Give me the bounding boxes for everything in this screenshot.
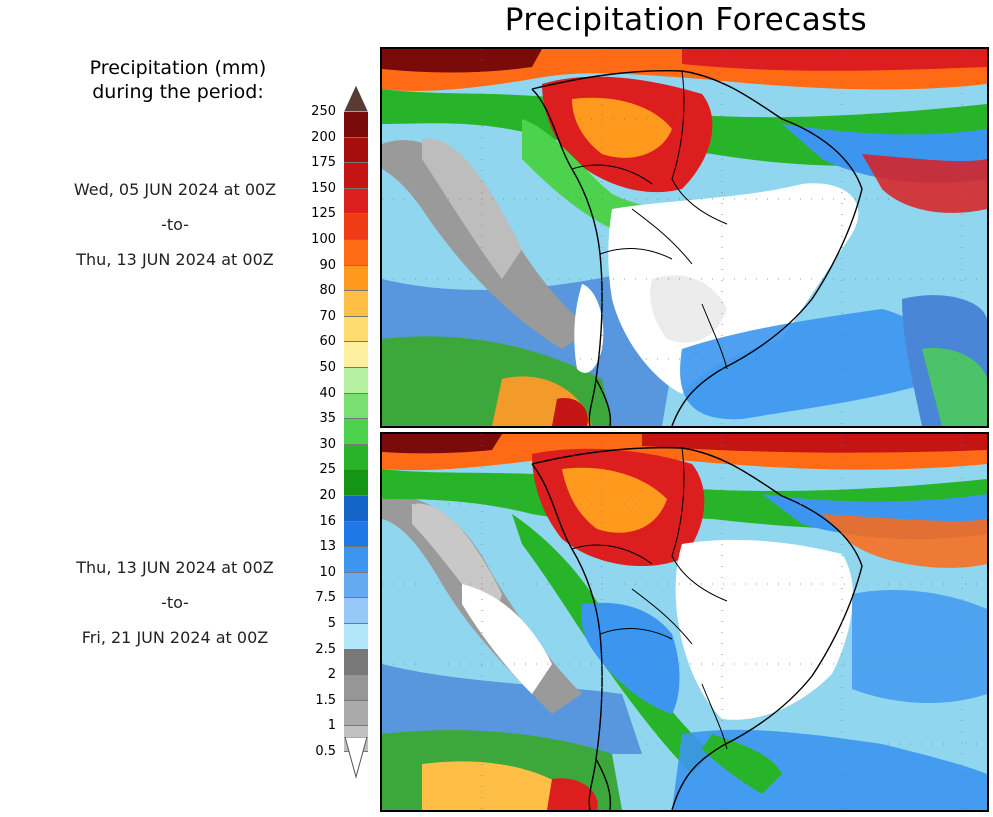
period-2-label: Thu, 13 JUN 2024 at 00Z -to- Fri, 21 JUN… <box>30 550 320 655</box>
colorbar-tick-label: 50 <box>319 360 336 375</box>
colorbar-tick-label: 2 <box>327 667 336 683</box>
colorbar-swatch <box>344 368 368 394</box>
colorbar-tick-label: 125 <box>311 206 336 222</box>
colorbar-tick-label: 16 <box>319 513 336 529</box>
colorbar-tick-label: 20 <box>319 488 336 503</box>
period-2-separator: -to- <box>161 593 189 612</box>
period-1-end: Thu, 13 JUN 2024 at 00Z <box>76 250 274 269</box>
colorbar-swatch <box>344 188 368 215</box>
colorbar-tick-label: 0.5 <box>315 744 336 759</box>
colorbar-tick-label: 90 <box>319 257 336 273</box>
colorbar-tick-label: 200 <box>311 129 336 145</box>
colorbar-tick-label: 80 <box>319 283 336 299</box>
forecast-map-period-1 <box>380 47 989 428</box>
period-1-separator: -to- <box>161 215 189 234</box>
legend-title-line2: during the period: <box>92 81 264 103</box>
colorbar-swatch <box>344 624 368 650</box>
legend-title-line1: Precipitation (mm) <box>89 57 267 79</box>
colorbar-tick-label: 150 <box>311 180 336 196</box>
period-1-label: Wed, 05 JUN 2024 at 00Z -to- Thu, 13 JUN… <box>30 172 320 277</box>
legend-title: Precipitation (mm) during the period: <box>48 56 308 104</box>
colorbar-tick-label: 250 <box>311 104 336 119</box>
colorbar-tick-label: 60 <box>319 334 336 350</box>
colorbar-swatch <box>344 316 368 343</box>
colorbar-tick-label: 40 <box>319 385 336 401</box>
colorbar-swatch <box>344 496 368 522</box>
colorbar-bottom-arrow <box>344 737 368 779</box>
colorbar-tick-label: 100 <box>311 232 336 247</box>
colorbar-tick-label: 25 <box>319 462 336 478</box>
colorbar-swatch <box>344 240 368 266</box>
colorbar-swatch <box>344 393 368 420</box>
period-2-start: Thu, 13 JUN 2024 at 00Z <box>76 558 274 577</box>
period-2-end: Fri, 21 JUN 2024 at 00Z <box>81 628 269 647</box>
colorbar-tick-label: 70 <box>319 308 336 324</box>
colorbar-swatch <box>344 419 368 445</box>
period-1-start: Wed, 05 JUN 2024 at 00Z <box>73 180 277 199</box>
colorbar-tick-label: 35 <box>319 411 336 427</box>
colorbar-swatch <box>344 444 368 471</box>
forecast-map-period-2 <box>380 432 989 812</box>
colorbar-swatch <box>344 598 368 624</box>
colorbar-tick-label: 30 <box>319 436 336 452</box>
colorbar-tick-label: 10 <box>319 564 336 580</box>
colorbar-top-arrow <box>344 86 368 112</box>
colorbar-tick-label: 175 <box>311 155 336 171</box>
colorbar-swatch <box>344 521 368 548</box>
colorbar-swatch <box>344 649 368 676</box>
colorbar-swatch <box>344 291 368 317</box>
colorbar-swatch <box>344 163 368 189</box>
colorbar-swatch <box>344 572 368 599</box>
colorbar-swatch <box>344 137 368 164</box>
colorbar-tick-label: 1 <box>327 718 336 734</box>
colorbar-swatch <box>344 342 368 368</box>
colorbar-swatch <box>344 470 368 496</box>
page-title: Precipitation Forecasts <box>504 2 868 38</box>
colorbar-swatch <box>344 547 368 573</box>
colorbar-tick-label: 5 <box>327 616 336 631</box>
colorbar-tick-label: 2.5 <box>315 641 336 657</box>
colorbar-tick-label: 13 <box>319 539 336 555</box>
colorbar-swatch <box>344 675 368 701</box>
colorbar-swatch <box>344 214 368 240</box>
colorbar-swatch <box>344 700 368 727</box>
colorbar-swatch <box>344 265 368 292</box>
colorbar-swatch <box>344 112 368 138</box>
colorbar-tick-label: 1.5 <box>315 692 336 708</box>
colorbar-tick-label: 7.5 <box>315 590 336 606</box>
